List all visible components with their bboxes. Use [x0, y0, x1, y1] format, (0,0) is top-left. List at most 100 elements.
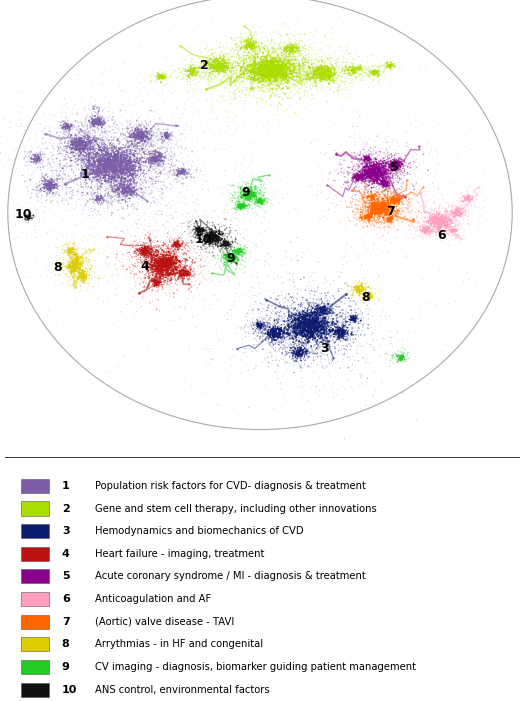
Point: [380, 167, 388, 178]
Point: [171, 233, 179, 245]
Point: [374, 218, 383, 229]
Point: [346, 64, 355, 76]
Point: [73, 270, 81, 281]
Point: [62, 182, 71, 193]
Point: [271, 342, 279, 353]
Point: [267, 77, 276, 88]
Point: [237, 63, 245, 74]
Point: [116, 170, 124, 181]
Point: [185, 268, 193, 279]
Point: [339, 278, 347, 289]
Point: [208, 100, 216, 111]
Point: [192, 69, 201, 81]
Point: [154, 72, 163, 83]
Point: [160, 125, 168, 137]
Point: [427, 139, 436, 151]
Point: [130, 149, 138, 160]
Point: [116, 158, 124, 169]
Point: [385, 196, 393, 207]
Point: [94, 117, 102, 128]
Point: [219, 228, 228, 239]
Point: [403, 158, 411, 170]
Point: [264, 69, 272, 81]
Point: [285, 261, 294, 272]
Point: [157, 263, 165, 274]
Point: [390, 192, 398, 203]
Point: [264, 329, 272, 341]
Point: [339, 62, 347, 74]
Point: [145, 211, 153, 222]
Point: [87, 154, 96, 165]
Point: [288, 43, 296, 55]
Point: [64, 261, 72, 273]
Point: [401, 150, 410, 161]
Point: [284, 21, 293, 32]
Point: [363, 150, 372, 161]
Point: [71, 244, 79, 255]
Point: [405, 233, 413, 244]
Point: [196, 116, 204, 128]
Point: [126, 129, 135, 140]
Point: [72, 141, 80, 152]
Point: [310, 335, 319, 346]
Point: [72, 257, 81, 268]
Point: [320, 306, 328, 318]
Point: [47, 196, 55, 207]
Point: [144, 147, 152, 158]
Point: [476, 222, 485, 233]
Point: [47, 121, 56, 132]
Point: [230, 251, 239, 262]
Point: [123, 247, 132, 259]
Point: [423, 215, 431, 226]
Point: [295, 308, 304, 319]
Point: [133, 158, 141, 169]
Point: [393, 193, 401, 205]
Point: [270, 74, 279, 86]
Point: [312, 313, 320, 324]
Point: [115, 161, 124, 172]
Point: [172, 256, 180, 267]
Point: [101, 168, 110, 179]
Point: [294, 163, 303, 175]
Point: [77, 142, 86, 154]
Point: [356, 275, 364, 286]
Point: [415, 159, 423, 170]
Point: [321, 294, 330, 305]
Point: [159, 240, 167, 251]
Point: [389, 358, 397, 369]
Point: [358, 71, 366, 82]
Point: [369, 173, 378, 184]
Point: [112, 157, 121, 168]
Point: [87, 136, 95, 147]
Point: [309, 315, 317, 327]
Point: [316, 325, 324, 336]
Point: [311, 60, 320, 71]
Point: [368, 208, 376, 219]
Point: [435, 233, 444, 245]
Point: [448, 317, 456, 328]
Point: [24, 186, 32, 197]
Point: [374, 193, 382, 205]
Point: [93, 162, 101, 173]
Point: [247, 325, 255, 336]
Point: [313, 304, 321, 315]
Point: [152, 147, 160, 158]
Point: [354, 284, 362, 295]
Point: [373, 165, 381, 176]
Point: [307, 326, 315, 337]
Point: [278, 343, 287, 355]
Point: [188, 156, 197, 167]
Point: [313, 330, 321, 341]
Point: [381, 164, 389, 175]
Point: [362, 198, 370, 209]
Point: [150, 262, 159, 273]
Point: [77, 205, 86, 217]
Point: [49, 182, 57, 193]
Point: [148, 266, 156, 278]
Point: [366, 170, 374, 182]
Point: [277, 30, 285, 41]
Point: [263, 66, 271, 77]
Point: [371, 190, 380, 201]
Point: [209, 232, 217, 243]
Point: [367, 176, 375, 187]
